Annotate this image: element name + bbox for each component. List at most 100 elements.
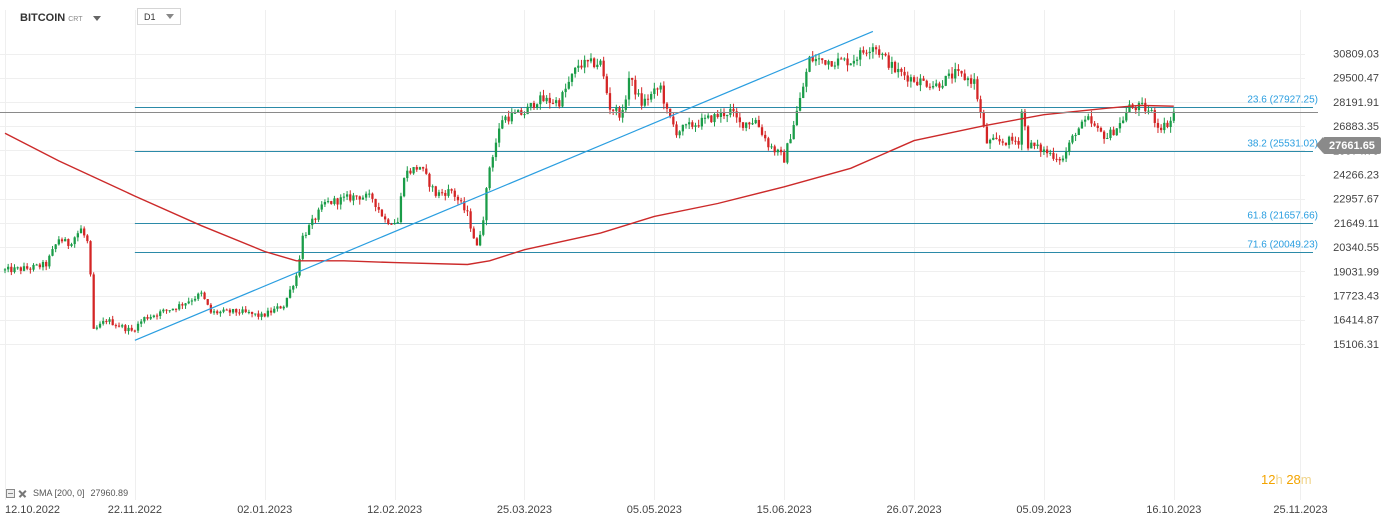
candle-body: [437, 192, 441, 196]
candle: [1068, 140, 1071, 156]
candle: [539, 91, 542, 110]
candle-body: [1026, 126, 1030, 149]
symbol-selector[interactable]: BITCOIN CRT: [20, 10, 101, 26]
candle: [688, 117, 691, 129]
candle-body: [165, 309, 168, 311]
candle: [1033, 142, 1036, 150]
candle: [16, 266, 19, 270]
candle: [1096, 122, 1099, 132]
candle-body: [574, 67, 577, 74]
candle: [418, 166, 422, 170]
candle: [1093, 121, 1096, 127]
trendline[interactable]: [134, 30, 874, 341]
candle: [402, 177, 406, 198]
candle: [92, 272, 95, 329]
candle-body: [1125, 112, 1128, 121]
candle-body: [285, 297, 289, 307]
candle-body: [643, 98, 646, 106]
candle: [26, 263, 29, 271]
candle: [916, 76, 919, 86]
candle: [754, 117, 757, 125]
indicator-label: SMA [200, 0]: [33, 488, 85, 498]
candle: [203, 291, 206, 300]
y-tick-label: 22957.67: [1333, 194, 1379, 206]
candle-body: [421, 167, 425, 169]
candle: [840, 56, 843, 60]
candle-body: [171, 308, 175, 311]
timeframe-select[interactable]: D1: [137, 8, 181, 25]
candle-body: [497, 128, 501, 143]
candle-body: [345, 194, 349, 197]
candle-body: [684, 124, 688, 126]
candle: [178, 301, 181, 311]
candle-body: [539, 95, 542, 105]
candle: [558, 98, 561, 109]
candle-body: [665, 103, 669, 109]
candle-body: [447, 189, 450, 196]
candle: [580, 59, 583, 70]
candle: [1014, 136, 1017, 145]
candle-body: [773, 146, 776, 153]
candle: [640, 87, 643, 110]
candle-body: [130, 327, 133, 331]
candle-body: [608, 93, 612, 110]
candle: [995, 132, 998, 140]
candle-body: [938, 83, 941, 88]
candle-body: [1128, 104, 1131, 113]
candle: [577, 59, 580, 72]
candle: [266, 307, 270, 318]
candle-body: [95, 327, 98, 329]
candle: [719, 108, 722, 123]
candle-body: [583, 59, 586, 68]
candle: [320, 201, 323, 212]
candle-body: [10, 266, 13, 273]
candle-body: [1137, 102, 1141, 111]
candle: [193, 295, 197, 302]
candle-body: [859, 50, 862, 60]
candle-body: [140, 321, 143, 324]
candle-body: [589, 58, 593, 62]
candle: [1058, 156, 1061, 165]
candle-body: [3, 269, 7, 271]
candle: [1109, 127, 1112, 141]
candle-body: [890, 61, 894, 68]
candle-body: [133, 330, 137, 332]
candle: [276, 303, 279, 312]
candle-body: [1106, 137, 1109, 139]
candle: [301, 232, 304, 261]
candle: [1118, 117, 1122, 133]
chevron-down-icon: [92, 15, 101, 21]
candle-body: [159, 311, 162, 316]
candle-body: [624, 99, 627, 110]
candle: [947, 69, 951, 79]
candle: [1074, 132, 1077, 142]
candle: [247, 309, 251, 315]
candle: [504, 115, 507, 123]
x-tick-label: 25.11.2023: [1273, 504, 1327, 516]
candle-body: [874, 47, 878, 50]
candle: [421, 166, 425, 172]
indicator-settings-icon[interactable]: [6, 488, 15, 498]
candle-body: [1102, 131, 1106, 139]
candle-body: [1150, 110, 1153, 112]
candle: [143, 316, 146, 324]
candle-body: [409, 170, 412, 174]
candle-body: [1121, 120, 1125, 124]
candle: [909, 74, 913, 88]
close-icon[interactable]: [18, 489, 27, 498]
candle: [76, 230, 79, 242]
candle-body: [212, 311, 216, 313]
candle: [659, 82, 662, 93]
candle: [656, 87, 659, 96]
candle: [431, 184, 434, 192]
candle-body: [621, 109, 624, 118]
candle: [162, 308, 165, 314]
candle: [371, 192, 374, 203]
candle: [288, 285, 292, 299]
candle-body: [1147, 110, 1150, 112]
candle: [513, 109, 517, 114]
candle: [1045, 145, 1049, 158]
candle: [650, 91, 653, 103]
x-axis: 12.10.2022 22.11.2022 02.01.2023 12.02.2023…: [5, 504, 1328, 516]
